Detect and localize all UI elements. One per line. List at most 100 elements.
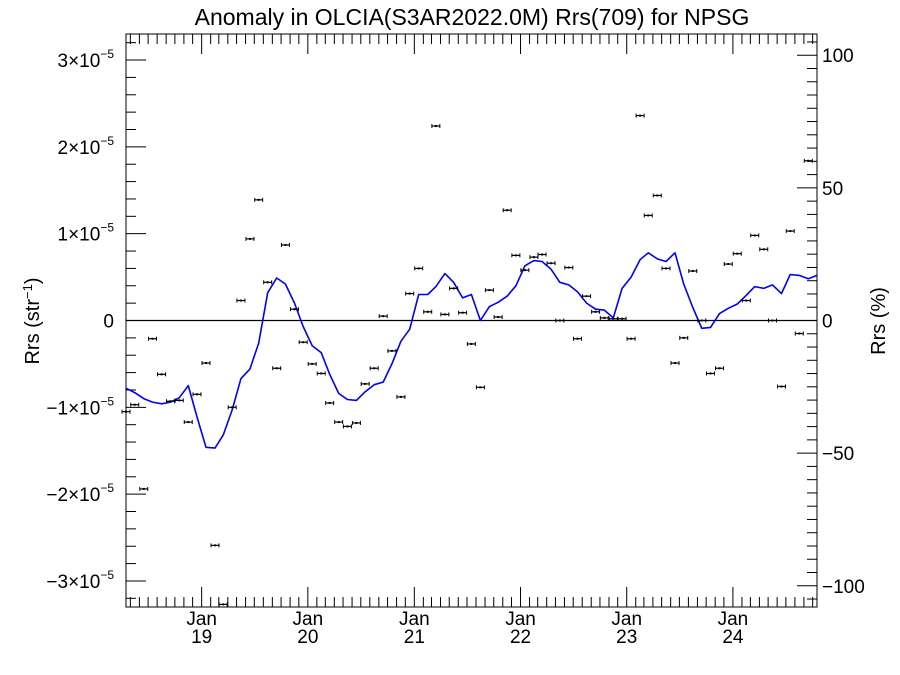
y2-tick-label: 50 [822,179,843,200]
data-point [130,402,140,407]
data-point [423,309,433,314]
x-tick-month: Jan [611,609,642,630]
y-tick-label: −1×10−5 [46,394,114,419]
y2-tick-label: 100 [822,46,854,67]
data-point [803,158,813,163]
data-point [608,316,618,321]
data-point [520,268,530,273]
data-point [582,294,592,299]
line-series-group [125,252,818,449]
data-point [334,420,344,425]
data-point [369,366,379,371]
data-point [484,288,494,293]
data-point [218,602,228,607]
data-point [626,336,636,341]
data-point [732,251,742,256]
data-point [511,253,521,258]
data-point [245,236,255,241]
data-point [785,229,795,234]
data-point [325,400,335,405]
data-point [147,336,157,341]
data-point [794,331,804,336]
data-point [706,371,716,376]
y-tick-label: 2×10−5 [58,134,115,159]
data-point [777,384,787,389]
data-point [599,315,609,320]
chart-title: Anomaly in OLCIA(S3AR2022.0M) Rrs(709) f… [195,4,750,30]
data-point [741,298,751,303]
data-point [378,314,388,319]
data-point [555,318,565,323]
data-point [617,316,627,321]
data-point [591,309,601,314]
data-point [210,543,220,548]
x-tick-month: Jan [399,609,430,630]
data-point [387,348,397,353]
data-point [121,409,131,414]
data-point [183,420,193,425]
data-point [201,361,211,366]
data-point [396,394,406,399]
data-point [316,371,326,376]
data-point [360,381,370,386]
data-point [236,298,246,303]
data-point [298,340,308,345]
data-point [289,307,299,312]
data-point [449,286,459,291]
data-point [156,372,166,377]
data-point [440,312,450,317]
x-tick-year: 24 [722,627,744,648]
data-point [759,247,769,252]
data-point [414,266,424,271]
data-point [174,398,184,403]
data-point [405,291,415,296]
data-point [635,113,645,118]
data-point [458,310,468,315]
y-tick-label: −2×10−5 [46,481,114,506]
data-point [767,318,777,323]
y-axis-label-right: Rrs (%) [868,287,890,355]
data-point [431,124,441,129]
data-point [263,280,273,285]
y-tick-label: 3×10−5 [58,47,115,72]
data-point [750,233,760,238]
data-point [342,424,352,429]
data-point [723,262,733,267]
data-point [227,405,237,410]
data-point [307,361,317,366]
point-series-group [121,113,813,607]
data-point [280,242,290,247]
data-point [351,420,361,425]
data-point [166,399,176,404]
data-point [688,269,698,274]
x-tick-year: 19 [191,627,212,648]
y-tick-label: 1×10−5 [58,221,115,246]
data-point [466,341,476,346]
axis-ticks-group: 3×10−5 2×10−5 1×10−5 0 −1×10−5 −2×10−5 −3×10−5… [46,34,865,648]
x-tick-month: Jan [505,609,536,630]
data-point [564,265,574,270]
data-point [254,197,264,202]
data-point [537,252,547,257]
y2-tick-label: −50 [822,444,854,465]
data-point [643,213,653,218]
data-point [502,208,512,213]
y-axis-label-left: Rrs (str−1) [20,277,44,364]
data-point [475,385,485,390]
x-tick-year: 21 [404,627,425,648]
x-tick-month: Jan [186,609,217,630]
y-tick-label: −3×10−5 [46,568,114,593]
data-point [697,318,707,323]
x-tick-month: Jan [293,609,324,630]
x-tick-year: 22 [510,627,531,648]
data-point [546,261,556,266]
y2-tick-label: 0 [822,312,833,333]
data-point [652,193,662,198]
data-point [715,366,725,371]
data-point [573,336,583,341]
y-tick-label: 0 [103,312,114,333]
data-point [679,335,689,340]
y2-tick-label: −100 [822,577,865,598]
data-point [493,315,503,320]
